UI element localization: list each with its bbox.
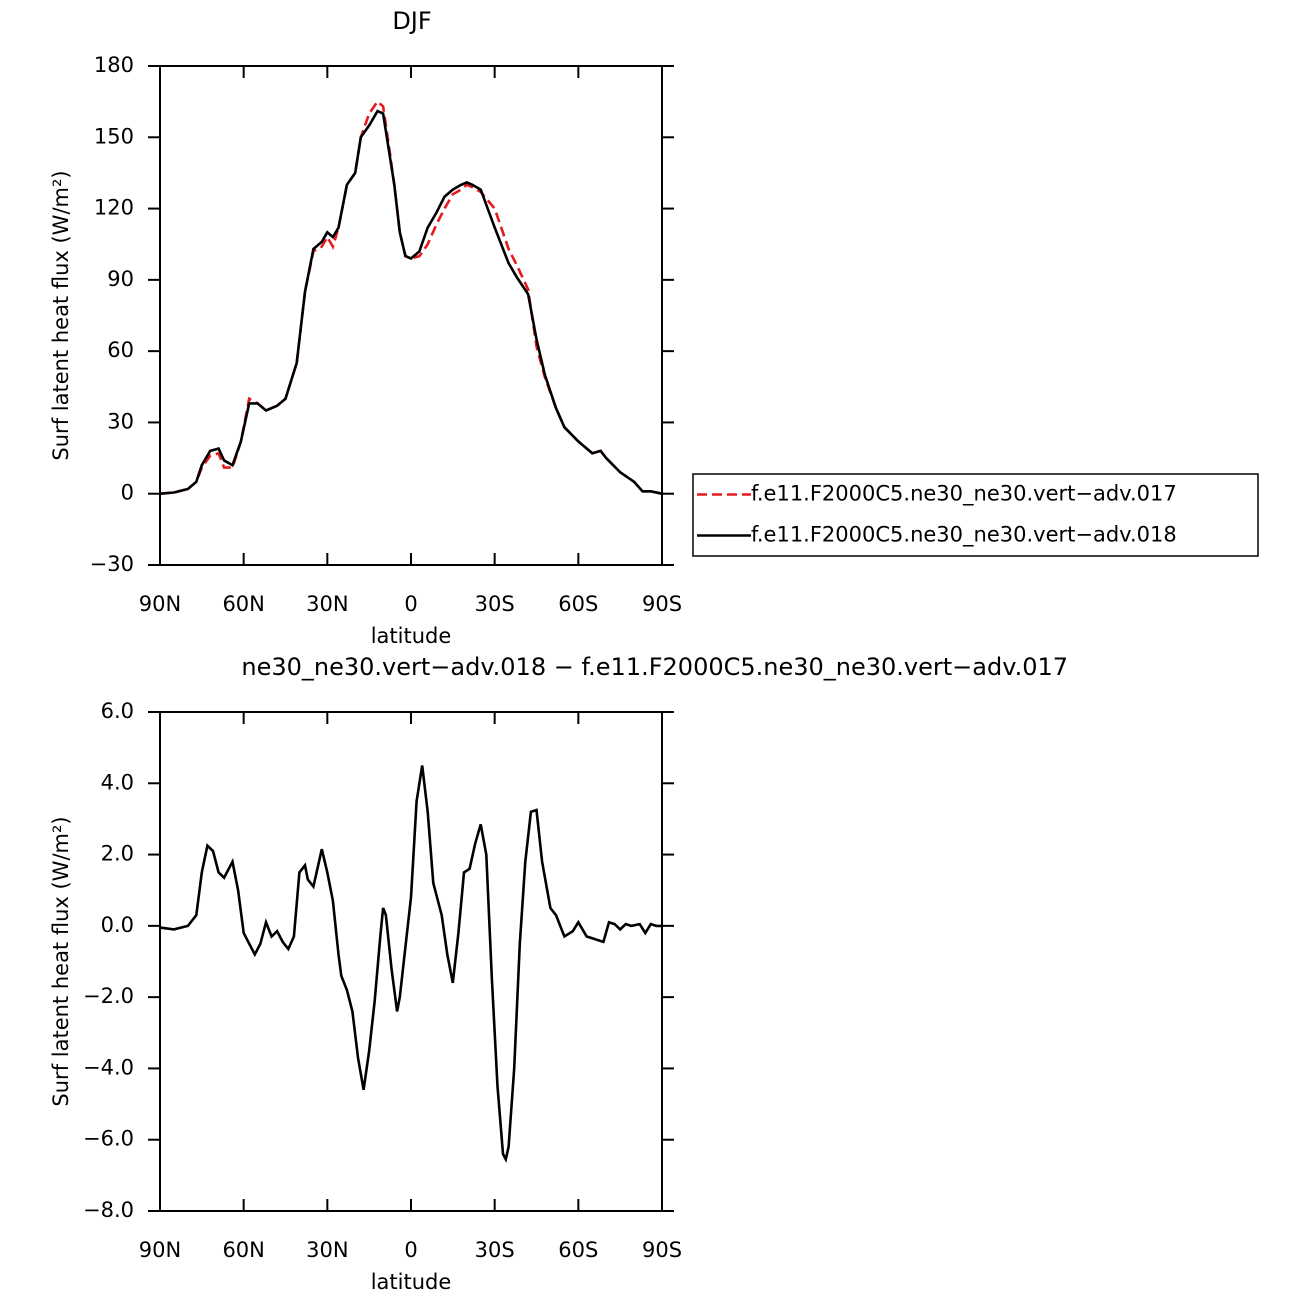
x-tick-label: 90N [139,1238,181,1262]
y-tick-label: −2.0 [83,984,134,1008]
y-tick-label: −6.0 [83,1127,134,1151]
data-line [159,99,663,495]
legend-label: f.e11.F2000C5.ne30_ne30.vert−adv.018 [751,523,1177,548]
y-tick-label: 180 [94,53,134,77]
y-tick-label: −30 [90,552,134,576]
y-tick-label: 60 [107,338,134,362]
chart-title: ne30_ne30.vert−adv.018 − f.e11.F2000C5.n… [241,653,1068,681]
y-tick-label: 120 [94,196,134,220]
x-tick-label: 30S [475,1238,515,1262]
x-tick-label: 0 [404,592,417,616]
legend-box [692,473,1259,557]
y-axis-label: Surf latent heat flux (W/m²) [49,816,73,1106]
x-tick-label: 60S [558,1238,598,1262]
y-tick-label: 150 [94,124,134,148]
y-tick-label: 30 [107,409,134,433]
legend-label: f.e11.F2000C5.ne30_ne30.vert−adv.017 [751,482,1177,507]
chart-title: DJF [392,7,431,35]
plot-frame [159,711,663,1212]
y-tick-label: 0.0 [101,913,134,937]
data-line [159,765,662,1164]
y-tick-label: 2.0 [101,842,134,866]
x-tick-label: 60N [222,592,264,616]
y-tick-label: −4.0 [83,1055,134,1079]
x-tick-label: 60S [558,592,598,616]
x-axis-label: latitude [371,624,452,648]
data-line [159,109,663,495]
x-tick-label: 30S [475,592,515,616]
x-tick-label: 60N [222,1238,264,1262]
y-tick-label: 6.0 [101,699,134,723]
x-tick-label: 30N [306,592,348,616]
x-tick-label: 30N [306,1238,348,1262]
x-tick-label: 90S [642,592,682,616]
y-tick-label: 0 [121,481,134,505]
x-tick-label: 90N [139,592,181,616]
x-axis-label: latitude [371,1270,452,1294]
y-axis-label: Surf latent heat flux (W/m²) [49,170,73,460]
y-tick-label: 4.0 [101,770,134,794]
x-tick-label: 90S [642,1238,682,1262]
plot-frame [159,65,663,566]
y-tick-label: 90 [107,267,134,291]
y-tick-label: −8.0 [83,1198,134,1222]
x-tick-label: 0 [404,1238,417,1262]
